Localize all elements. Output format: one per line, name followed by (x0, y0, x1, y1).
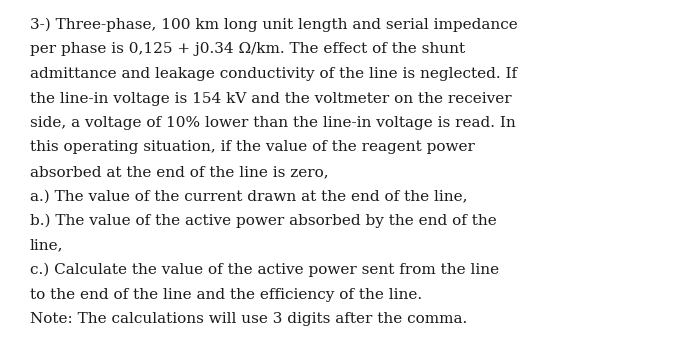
Text: the line-in voltage is 154 kV and the voltmeter on the receiver: the line-in voltage is 154 kV and the vo… (30, 91, 512, 106)
Text: 3-) Three-phase, 100 km long unit length and serial impedance: 3-) Three-phase, 100 km long unit length… (30, 18, 518, 32)
Text: b.) The value of the active power absorbed by the end of the: b.) The value of the active power absorb… (30, 214, 497, 228)
Text: to the end of the line and the efficiency of the line.: to the end of the line and the efficienc… (30, 287, 422, 302)
Text: line,: line, (30, 238, 64, 253)
Text: c.) Calculate the value of the active power sent from the line: c.) Calculate the value of the active po… (30, 263, 499, 277)
Text: per phase is 0,125 + j0.34 Ω/km. The effect of the shunt: per phase is 0,125 + j0.34 Ω/km. The eff… (30, 42, 465, 57)
Text: absorbed at the end of the line is zero,: absorbed at the end of the line is zero, (30, 165, 328, 179)
Text: a.) The value of the current drawn at the end of the line,: a.) The value of the current drawn at th… (30, 189, 468, 204)
Text: admittance and leakage conductivity of the line is neglected. If: admittance and leakage conductivity of t… (30, 67, 517, 81)
Text: Note: The calculations will use 3 digits after the comma.: Note: The calculations will use 3 digits… (30, 312, 468, 326)
Text: this operating situation, if the value of the reagent power: this operating situation, if the value o… (30, 140, 475, 155)
Text: side, a voltage of 10% lower than the line-in voltage is read. In: side, a voltage of 10% lower than the li… (30, 116, 516, 130)
